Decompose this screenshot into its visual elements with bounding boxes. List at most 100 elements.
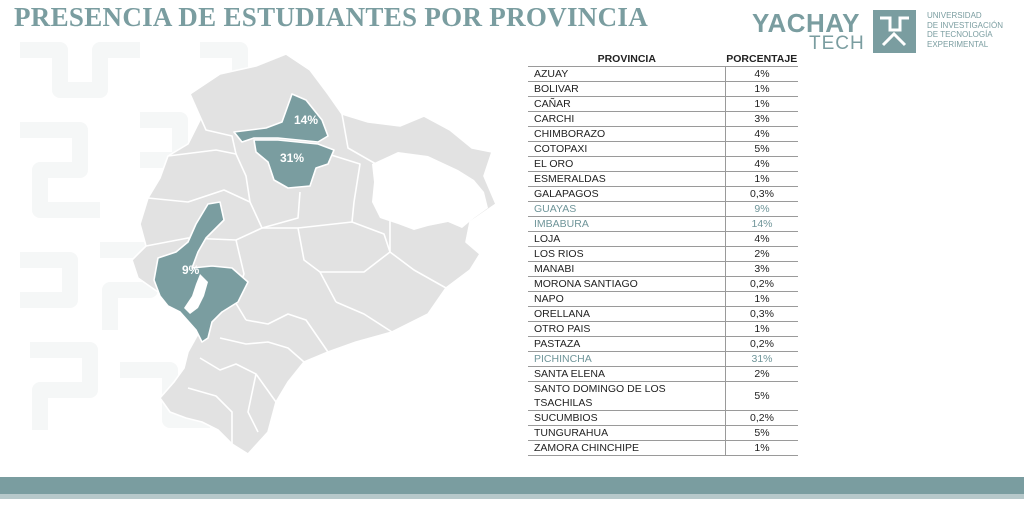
province-name-cell: MANABI (528, 261, 726, 277)
table-row: AZUAY 4% (528, 66, 798, 82)
percentage-cell: 2% (725, 366, 798, 382)
province-name-cell: CARCHI (528, 111, 726, 127)
table-row: NAPO 1% (528, 291, 798, 307)
province-name-cell: CAÑAR (528, 96, 726, 112)
province-border (297, 221, 391, 253)
footer-band (0, 477, 1024, 494)
province-name-cell: PASTAZA (528, 336, 726, 352)
percentage-cell: 4% (725, 126, 798, 142)
province-border (335, 301, 393, 333)
percentage-cell: 5% (725, 381, 798, 411)
percentage-cell: 1% (725, 440, 798, 456)
percentage-cell: 0,2% (725, 336, 798, 352)
table-row: CARCHI 3% (528, 111, 798, 127)
table-row: SANTA ELENA 2% (528, 366, 798, 382)
province-name-cell: MORONA SANTIAGO (528, 276, 726, 292)
province-imbabura (233, 93, 329, 143)
province-name-cell: BOLIVAR (528, 81, 726, 97)
province-border (320, 251, 391, 273)
table-row: CHIMBORAZO 4% (528, 126, 798, 142)
table-row: PICHINCHA 31% (528, 351, 798, 367)
percentage-cell: 1% (725, 171, 798, 187)
percentage-cell: 1% (725, 81, 798, 97)
province-name-cell: AZUAY (528, 66, 726, 82)
table-row: MORONA SANTIAGO 0,2% (528, 276, 798, 292)
percentage-cell: 3% (725, 261, 798, 277)
province-name-cell: CHIMBORAZO (528, 126, 726, 142)
percentage-cell: 14% (725, 216, 798, 232)
table-row: ZAMORA CHINCHIPE 1% (528, 440, 798, 456)
province-name-cell: TUNGURAHUA (528, 425, 726, 441)
percentage-cell: 0,2% (725, 276, 798, 292)
map-estuary (184, 274, 208, 314)
province-border (247, 373, 259, 433)
province-name-cell: ZAMORA CHINCHIPE (528, 440, 726, 456)
province-border (245, 313, 329, 353)
province-name-cell: SANTO DOMINGO DE LOS TSACHILAS (528, 381, 726, 411)
table-row: TUNGURAHUA 5% (528, 425, 798, 441)
table-row: BOLIVAR 1% (528, 81, 798, 97)
table-row: EL ORO 4% (528, 156, 798, 172)
province-guayas (153, 201, 249, 343)
percentage-cell: 1% (725, 291, 798, 307)
table-body: AZUAY 4% BOLIVAR 1% CAÑAR 1% CARCHI 3% CHIMBORAZ… (528, 66, 798, 456)
logo-subtitle: UNIVERSIDAD DE INVESTIGACIÓN DE TECNOLOG… (927, 11, 1017, 49)
province-name-cell: SANTA ELENA (528, 366, 726, 382)
table-row: IMBABURA 14% (528, 216, 798, 232)
table-row: CAÑAR 1% (528, 96, 798, 112)
province-name-cell: GALAPAGOS (528, 186, 726, 202)
logo-mark-icon (873, 10, 916, 53)
map-east-notch (372, 152, 488, 230)
province-table: PROVINCIA PORCENTAJE AZUAY 4% BOLIVAR 1% CAÑ… (528, 52, 798, 456)
table-row: GALAPAGOS 0,3% (528, 186, 798, 202)
province-name-cell: LOJA (528, 231, 726, 247)
percentage-cell: 9% (725, 201, 798, 217)
logo-subtitle-line: EXPERIMENTAL (927, 39, 989, 49)
province-percentage-table: PROVINCIA PORCENTAJE AZUAY 4% BOLIVAR 1% CAÑ… (528, 52, 798, 456)
province-name-cell: ESMERALDAS (528, 171, 726, 187)
province-name-cell: EL ORO (528, 156, 726, 172)
ecuador-province-map: 14% 31% 9% (131, 53, 497, 455)
province-name-cell: LOS RIOS (528, 246, 726, 262)
percentage-cell: 4% (725, 156, 798, 172)
percentage-cell: 0,3% (725, 306, 798, 322)
map-label-imbabura: 14% (294, 113, 318, 127)
province-border (199, 357, 277, 403)
percentage-cell: 1% (725, 321, 798, 337)
table-row: COTOPAXI 5% (528, 141, 798, 157)
table-header-row: PROVINCIA PORCENTAJE (528, 52, 798, 67)
province-border (189, 93, 237, 155)
table-row: ESMERALDAS 1% (528, 171, 798, 187)
table-row: LOS RIOS 2% (528, 246, 798, 262)
percentage-cell: 31% (725, 351, 798, 367)
province-border (145, 227, 263, 247)
table-row: MANABI 3% (528, 261, 798, 277)
province-border (327, 153, 361, 223)
table-row: SANTO DOMINGO DE LOS TSACHILAS 5% (528, 381, 798, 411)
table-row: OTRO PAIS 1% (528, 321, 798, 337)
table-row: ORELLANA 0,3% (528, 306, 798, 322)
logo-word-yachay: YACHAY (752, 8, 861, 38)
table-row: PASTAZA 0,2% (528, 336, 798, 352)
logo-subtitle-line: DE INVESTIGACIÓN (927, 20, 1004, 30)
percentage-cell: 5% (725, 141, 798, 157)
percentage-cell: 0,2% (725, 410, 798, 426)
percentage-cell: 0,3% (725, 186, 798, 202)
percentage-cell: 5% (725, 425, 798, 441)
province-border (262, 227, 337, 303)
province-name-cell: IMBABURA (528, 216, 726, 232)
province-border (187, 387, 233, 444)
map-label-guayas: 9% (182, 263, 200, 277)
province-name-cell: PICHINCHA (528, 351, 726, 367)
province-border (147, 189, 301, 229)
page-title: PRESENCIA DE ESTUDIANTES POR PROVINCIA (14, 2, 649, 32)
percentage-cell: 4% (725, 231, 798, 247)
province-name-cell: SUCUMBIOS (528, 410, 726, 426)
percentage-cell: 3% (725, 111, 798, 127)
province-pichincha (253, 139, 335, 189)
province-name-cell: OTRO PAIS (528, 321, 726, 337)
province-name-cell: ORELLANA (528, 306, 726, 322)
column-header-percentage: PORCENTAJE (726, 53, 798, 65)
background-pattern (20, 42, 248, 430)
logo-word-tech: TECH (809, 33, 865, 54)
